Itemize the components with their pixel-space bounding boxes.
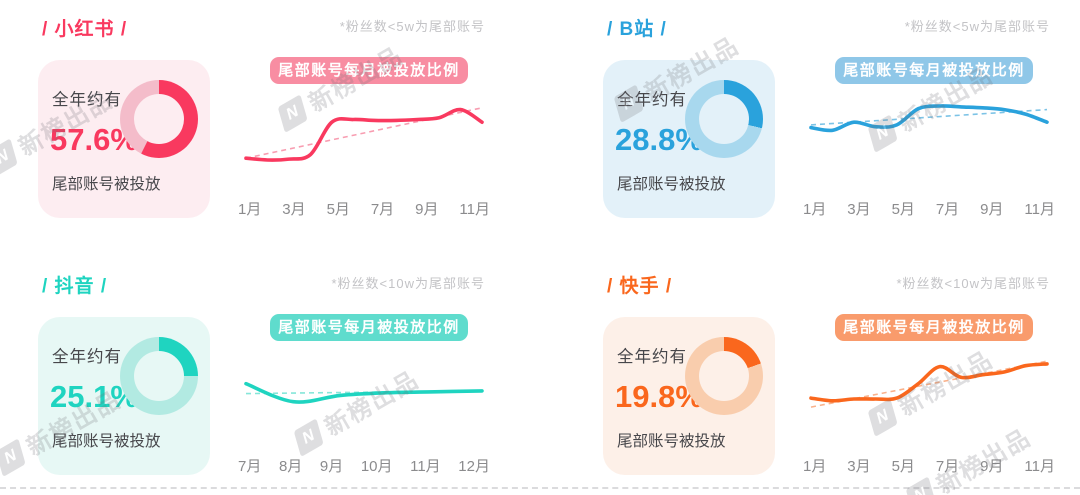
x-axis-labels: 1月 3月 5月 7月 9月 11月 [803, 198, 1055, 219]
donut-chart [685, 337, 763, 415]
x-tick: 10月 [360, 458, 393, 475]
donut-chart [685, 80, 763, 158]
x-tick: 3月 [847, 201, 871, 218]
x-axis-labels: 7月 8月 9月 10月 11月 12月 [238, 455, 490, 476]
platform-label: / 抖音 / [42, 276, 108, 297]
stat-card: 全年约有 19.8% 尾部账号被投放 [603, 317, 775, 475]
footnote: *粉丝数<5w为尾部账号 [904, 19, 1050, 34]
x-tick: 7月 [238, 458, 262, 475]
x-tick: 9月 [980, 201, 1004, 218]
stat-prefix: 全年约有 [52, 91, 122, 109]
donut-hole [134, 351, 184, 401]
line-chart [809, 104, 1049, 133]
stat-suffix: 尾部账号被投放 [617, 433, 726, 450]
donut-hole [699, 94, 749, 144]
chart-title-badge: 尾部账号每月被投放比例 [835, 314, 1033, 341]
monthly-ratio-line [809, 104, 1049, 133]
line-chart [809, 360, 1049, 408]
stat-card: 全年约有 25.1% 尾部账号被投放 [38, 317, 210, 475]
donut-chart [120, 80, 198, 158]
x-tick: 11月 [410, 458, 441, 475]
donut-chart [120, 337, 198, 415]
monthly-ratio-line [244, 107, 484, 162]
x-tick: 9月 [980, 458, 1004, 475]
x-tick: 1月 [803, 458, 827, 475]
monthly-ratio-line [244, 381, 484, 404]
x-tick: 5月 [891, 458, 915, 475]
x-axis-labels: 1月 3月 5月 7月 9月 11月 [803, 455, 1055, 476]
monthly-ratio-line [809, 362, 1049, 403]
x-tick: 1月 [803, 201, 827, 218]
stat-card: 全年约有 57.6% 尾部账号被投放 [38, 60, 210, 218]
x-tick: 1月 [238, 201, 262, 218]
stat-prefix: 全年约有 [617, 348, 687, 366]
x-tick: 9月 [415, 201, 439, 218]
chart-title-badge: 尾部账号每月被投放比例 [835, 57, 1033, 84]
x-tick: 5月 [891, 201, 915, 218]
platform-label: / 小红书 / [42, 19, 128, 40]
x-tick: 8月 [278, 458, 303, 475]
x-tick: 5月 [326, 201, 350, 218]
x-tick: 11月 [1024, 201, 1055, 218]
x-axis-labels: 1月 3月 5月 7月 9月 11月 [238, 198, 490, 219]
platform-label: / B站 / [607, 19, 667, 40]
x-tick: 12月 [458, 458, 490, 475]
panel-bilibili: / B站 / *粉丝数<5w为尾部账号 全年约有 28.8% 尾部账号被投放 尾… [565, 0, 1080, 237]
chart-title-badge: 尾部账号每月被投放比例 [270, 314, 468, 341]
x-tick: 7月 [935, 458, 960, 475]
footnote: *粉丝数<10w为尾部账号 [331, 276, 485, 291]
chart-title-badge: 尾部账号每月被投放比例 [270, 57, 468, 84]
stat-suffix: 尾部账号被投放 [52, 433, 161, 450]
line-chart [244, 381, 484, 404]
x-tick: 9月 [319, 458, 344, 475]
footnote: *粉丝数<5w为尾部账号 [339, 19, 485, 34]
x-tick: 11月 [459, 201, 490, 218]
stat-prefix: 全年约有 [52, 348, 122, 366]
bottom-dashed-divider [0, 487, 1080, 489]
panel-kuaishou: / 快手 / *粉丝数<10w为尾部账号 全年约有 19.8% 尾部账号被投放 … [565, 257, 1080, 494]
x-tick: 3月 [282, 201, 306, 218]
panel-douyin: / 抖音 / *粉丝数<10w为尾部账号 全年约有 25.1% 尾部账号被投放 … [0, 257, 515, 494]
x-tick: 7月 [935, 201, 960, 218]
x-tick: 7月 [370, 201, 395, 218]
donut-hole [134, 94, 184, 144]
donut-hole [699, 351, 749, 401]
stat-prefix: 全年约有 [617, 91, 687, 109]
panel-xiaohongshu: / 小红书 / *粉丝数<5w为尾部账号 全年约有 57.6% 尾部账号被投放 … [0, 0, 515, 237]
footnote: *粉丝数<10w为尾部账号 [896, 276, 1050, 291]
x-tick: 11月 [1024, 458, 1055, 475]
stat-card: 全年约有 28.8% 尾部账号被投放 [603, 60, 775, 218]
stat-suffix: 尾部账号被投放 [52, 176, 161, 193]
stat-suffix: 尾部账号被投放 [617, 176, 726, 193]
x-tick: 3月 [847, 458, 871, 475]
line-chart [244, 107, 484, 162]
platform-label: / 快手 / [607, 276, 673, 297]
